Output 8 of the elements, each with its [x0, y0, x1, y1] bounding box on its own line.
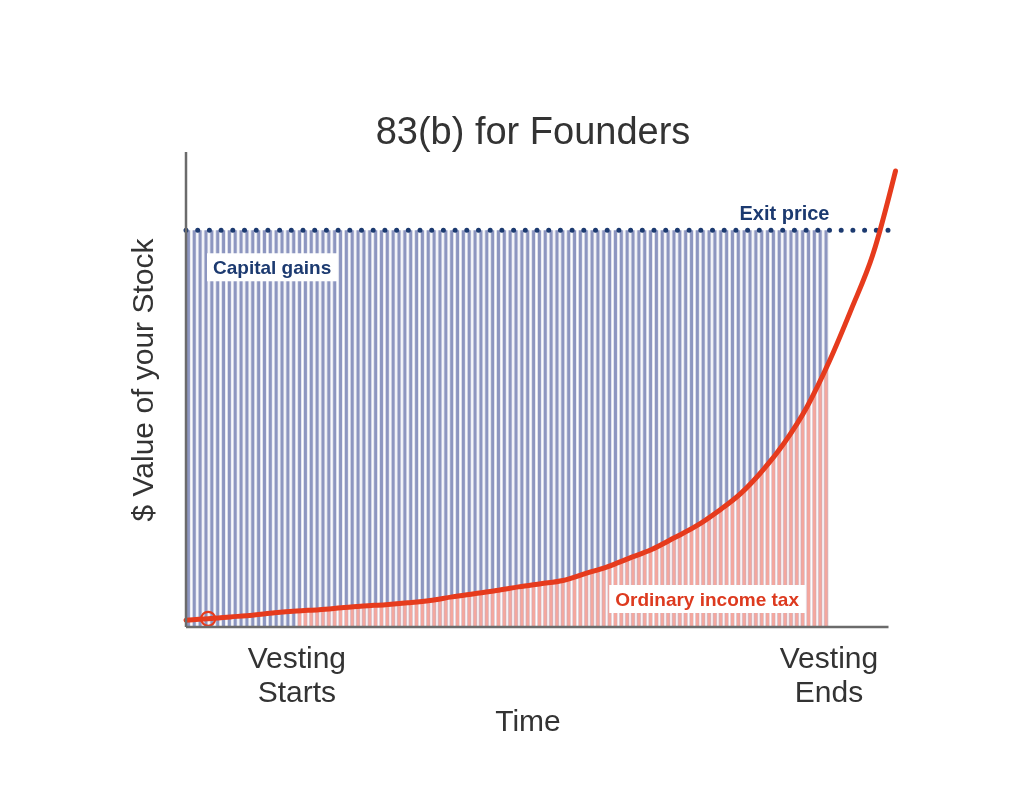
y-axis-title: $ Value of your Stock: [126, 237, 159, 522]
x-axis-title: Time: [495, 704, 561, 737]
x-tick-label: Vesting Starts: [247, 641, 347, 708]
ref-line-label: Exit price: [739, 202, 830, 225]
x-tick-label: Vesting Ends: [779, 641, 879, 708]
series-label: Capital gains: [213, 257, 332, 279]
series-label: Ordinary income tax: [615, 589, 800, 610]
chart-title: 83(b) for Founders: [375, 110, 691, 152]
